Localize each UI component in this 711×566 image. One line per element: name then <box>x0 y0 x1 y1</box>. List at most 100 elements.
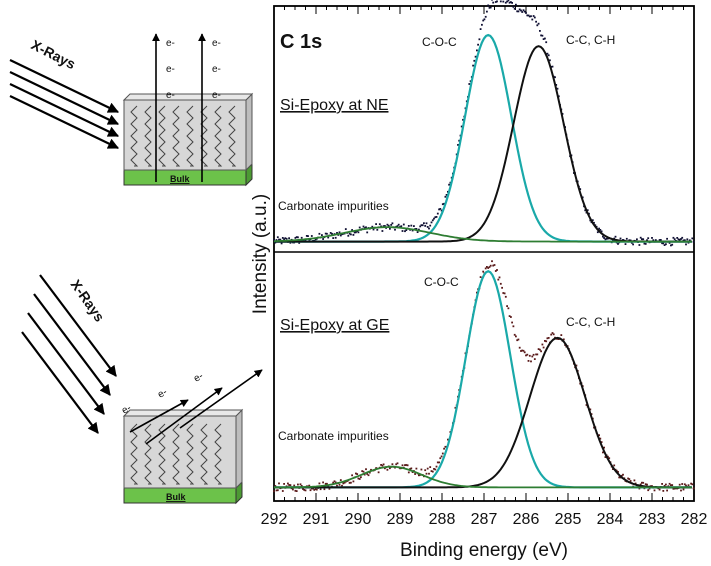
data-point <box>620 474 623 477</box>
data-point <box>273 239 275 241</box>
data-point <box>439 457 442 460</box>
data-point <box>683 239 686 242</box>
data-point <box>381 230 384 232</box>
data-point <box>478 38 481 41</box>
data-point <box>430 221 433 224</box>
data-point <box>298 242 301 244</box>
data-point <box>629 480 632 482</box>
data-point <box>541 343 544 346</box>
data-point <box>365 226 367 229</box>
data-point <box>586 209 589 212</box>
data-point <box>411 471 414 473</box>
data-point <box>556 87 559 90</box>
data-point <box>658 239 661 241</box>
data-point <box>356 473 359 475</box>
data-point <box>549 59 551 62</box>
sample-label-ge: Si-Epoxy at GE <box>280 317 389 334</box>
data-point <box>546 52 549 55</box>
y-axis-label: Intensity (a.u.) <box>250 194 271 314</box>
data-point <box>410 467 413 470</box>
data-point <box>439 208 442 210</box>
data-point <box>532 15 535 17</box>
data-point <box>283 238 285 241</box>
data-point <box>503 292 506 295</box>
data-point <box>334 236 337 239</box>
molecular-chain <box>200 423 209 485</box>
electron-label-top-4: e- <box>212 38 221 49</box>
data-point <box>426 226 429 228</box>
data-point <box>484 267 487 270</box>
data-point <box>692 487 695 490</box>
data-point <box>295 236 298 238</box>
data-point <box>347 234 350 237</box>
data-point <box>404 464 406 466</box>
data-point <box>488 6 491 9</box>
data-point <box>523 351 526 354</box>
molecular-chain <box>144 105 153 167</box>
data-point <box>424 469 427 472</box>
data-point <box>602 451 604 454</box>
data-point <box>415 228 418 230</box>
data-point <box>377 471 380 474</box>
data-point <box>444 445 447 448</box>
data-point <box>638 244 641 246</box>
data-point <box>309 489 312 492</box>
data-point <box>680 489 682 492</box>
data-point <box>390 224 393 226</box>
xps-chart: 292 291 290 289 288 287 286 285 284 283 282 C 1s S… <box>250 0 707 561</box>
data-point <box>605 237 608 240</box>
data-point <box>496 0 498 3</box>
data-point <box>469 80 472 83</box>
data-point <box>375 467 377 469</box>
electron-label-bottom-3: e- <box>192 371 205 385</box>
data-point <box>545 340 548 343</box>
data-point <box>525 11 527 14</box>
data-point <box>516 339 519 342</box>
data-point <box>614 235 617 238</box>
data-point <box>416 231 419 233</box>
data-point <box>287 482 289 485</box>
data-point <box>672 487 675 490</box>
molecular-chain <box>144 423 153 485</box>
data-point <box>486 10 488 13</box>
data-point <box>425 472 428 475</box>
data-point <box>619 237 622 240</box>
data-point <box>401 230 404 232</box>
data-point <box>280 242 283 245</box>
data-point <box>511 321 513 324</box>
data-point <box>363 227 366 229</box>
molecular-chain <box>214 423 223 485</box>
data-point <box>668 482 671 485</box>
data-point <box>602 235 604 238</box>
data-point <box>604 456 607 458</box>
data-points-ge <box>273 260 695 493</box>
data-point <box>318 482 321 485</box>
data-point <box>647 237 650 240</box>
data-point <box>639 483 642 486</box>
x-tick-label: 285 <box>555 511 582 528</box>
data-point <box>508 315 511 317</box>
data-point <box>533 358 536 360</box>
data-point <box>380 464 382 466</box>
data-point <box>536 24 539 27</box>
substrate-label-top: Bulk <box>170 174 190 184</box>
data-point <box>361 470 364 472</box>
data-point <box>396 462 399 465</box>
data-point <box>579 188 582 190</box>
data-point <box>420 468 423 471</box>
data-point <box>293 484 296 487</box>
data-point <box>460 125 463 128</box>
data-point <box>493 264 496 266</box>
data-point <box>672 236 675 239</box>
data-point <box>275 489 278 492</box>
data-point <box>353 231 356 234</box>
data-point <box>528 354 531 357</box>
data-point <box>341 484 343 487</box>
data-point <box>365 468 367 471</box>
electron-label-top-1: e- <box>166 38 175 49</box>
data-point <box>487 267 490 269</box>
data-point <box>525 354 527 357</box>
panel-label: C 1s <box>280 31 322 53</box>
data-point <box>544 37 546 40</box>
data-point <box>283 483 285 485</box>
